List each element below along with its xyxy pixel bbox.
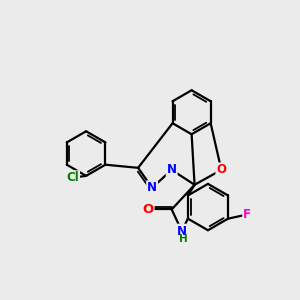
Text: O: O — [216, 164, 226, 176]
Text: N: N — [177, 225, 187, 238]
Text: Cl: Cl — [66, 171, 79, 184]
Text: N: N — [167, 164, 177, 176]
Text: H: H — [178, 234, 188, 244]
Text: N: N — [147, 181, 157, 194]
Text: O: O — [142, 203, 154, 216]
Text: F: F — [243, 208, 251, 221]
